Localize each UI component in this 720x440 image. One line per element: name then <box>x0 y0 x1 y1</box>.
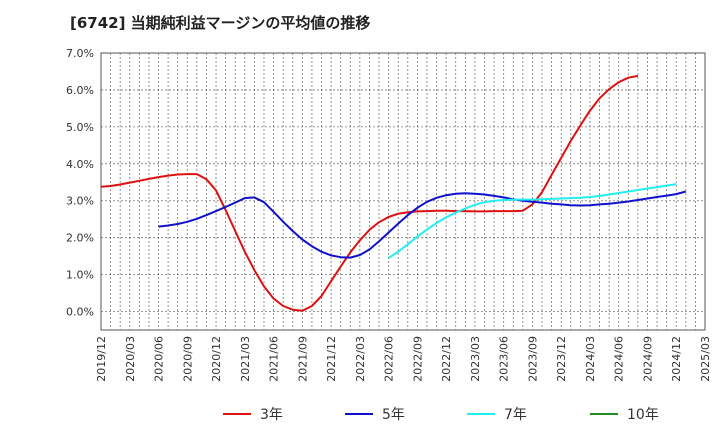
x-tick-label: 2022/09 <box>411 336 424 382</box>
legend-item: 5年 <box>345 407 405 423</box>
y-tick-label: 7.0% <box>66 47 94 60</box>
x-tick-label: 2023/03 <box>469 336 482 382</box>
y-tick-label: 6.0% <box>66 84 94 97</box>
grid-lines <box>100 52 706 330</box>
x-tick-label: 2021/06 <box>268 336 281 382</box>
x-tick-label: 2023/09 <box>526 336 539 382</box>
x-tick-label: 2024/12 <box>670 336 683 382</box>
y-tick-label: 3.0% <box>66 195 94 208</box>
x-tick-label: 2019/12 <box>95 336 108 382</box>
x-tick-label: 2020/12 <box>210 336 223 382</box>
x-axis-ticks: 2019/12 2020/03 2020/06 2020/09 2020/12 2021/… <box>95 336 712 382</box>
x-tick-label: 2021/12 <box>325 336 338 382</box>
legend-item: 3年 <box>223 407 283 423</box>
x-tick-label: 2020/09 <box>181 336 194 382</box>
x-tick-label: 2020/03 <box>124 336 137 382</box>
y-tick-label: 5.0% <box>66 121 94 134</box>
y-tick-label: 0.0% <box>66 306 94 319</box>
legend-item: 7年 <box>467 407 527 423</box>
y-tick-label: 1.0% <box>66 269 94 282</box>
x-tick-label: 2020/06 <box>153 336 166 382</box>
x-tick-label: 2022/12 <box>440 336 453 382</box>
x-tick-label: 2021/09 <box>296 336 309 382</box>
legend: 3年 5年 7年 10年 <box>223 407 659 423</box>
x-tick-label: 2021/03 <box>239 336 252 382</box>
legend-label: 5年 <box>382 407 405 423</box>
x-tick-label: 2024/03 <box>584 336 597 382</box>
y-tick-label: 4.0% <box>66 158 94 171</box>
x-tick-label: 2024/06 <box>613 336 626 382</box>
legend-label: 10年 <box>627 407 659 423</box>
y-axis-ticks: 0.0% 1.0% 2.0% 3.0% 4.0% 5.0% 6.0% 7.0% <box>66 47 94 319</box>
x-tick-label: 2022/06 <box>383 336 396 382</box>
series-line-5年 <box>158 190 687 259</box>
series-line-7年 <box>388 183 677 259</box>
legend-label: 7年 <box>504 407 527 423</box>
chart-title: [6742] 当期純利益マージンの平均値の推移 <box>70 14 371 32</box>
x-tick-label: 2022/03 <box>354 336 367 382</box>
plot-frame <box>100 52 706 331</box>
y-tick-label: 2.0% <box>66 232 94 245</box>
x-tick-label: 2025/03 <box>699 336 712 382</box>
series-lines <box>100 74 687 312</box>
x-tick-label: 2023/12 <box>555 336 568 382</box>
legend-item: 10年 <box>590 407 659 423</box>
x-tick-label: 2023/06 <box>498 336 511 382</box>
x-tick-label: 2024/09 <box>641 336 654 382</box>
series-line-3年 <box>100 74 639 312</box>
legend-label: 3年 <box>260 407 283 423</box>
